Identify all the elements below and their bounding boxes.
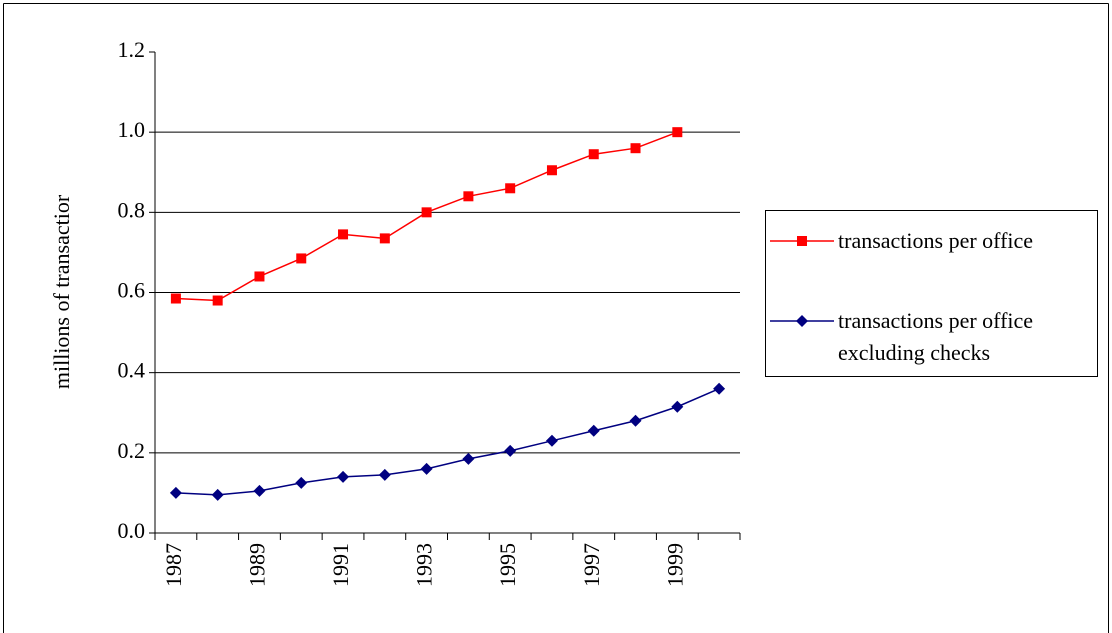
y-tick-label: 1.2 — [118, 37, 146, 62]
marker — [713, 382, 726, 395]
marker — [378, 468, 391, 481]
y-axis-label: millions of transactior — [49, 194, 74, 389]
marker — [421, 207, 432, 218]
marker — [588, 149, 599, 160]
marker — [338, 229, 349, 240]
legend: transactions per office transactions per … — [765, 210, 1098, 377]
y-tick-label: 0.8 — [118, 197, 146, 222]
marker — [630, 143, 641, 154]
x-tick-label: 1997 — [579, 543, 604, 587]
marker — [295, 476, 308, 489]
marker — [379, 233, 390, 244]
marker — [420, 462, 433, 475]
marker — [504, 444, 517, 457]
marker — [170, 293, 181, 304]
y-tick-label: 0.0 — [118, 518, 146, 543]
series-line — [175, 388, 720, 496]
marker — [254, 271, 265, 282]
marker — [505, 183, 516, 194]
marker — [672, 127, 683, 138]
marker — [212, 295, 223, 306]
legend-label: transactions per office — [838, 228, 1034, 253]
marker — [253, 484, 266, 497]
x-tick-label: 1999 — [662, 543, 687, 587]
marker — [463, 191, 474, 202]
legend-swatch — [770, 315, 834, 327]
legend-swatch — [770, 236, 834, 246]
marker — [545, 434, 558, 447]
marker — [797, 236, 807, 246]
x-tick-label: 1989 — [245, 543, 270, 587]
y-tick-label: 0.6 — [118, 278, 146, 303]
x-tick-label: 1995 — [495, 543, 520, 587]
y-tick-label: 0.2 — [118, 438, 146, 463]
x-tick-label: 1987 — [161, 543, 186, 587]
marker — [629, 414, 642, 427]
marker — [169, 486, 182, 499]
marker — [462, 452, 475, 465]
marker — [546, 165, 557, 176]
marker — [296, 253, 307, 264]
y-tick-label: 1.0 — [118, 117, 146, 142]
marker — [587, 424, 600, 437]
x-tick-label: 1993 — [412, 543, 437, 587]
marker — [796, 315, 808, 327]
y-tick-label: 0.4 — [118, 358, 146, 383]
marker — [211, 488, 224, 501]
x-tick-label: 1991 — [328, 543, 353, 587]
marker — [337, 470, 350, 483]
legend-label: transactions per office excluding checks — [838, 308, 1034, 365]
marker — [671, 400, 684, 413]
